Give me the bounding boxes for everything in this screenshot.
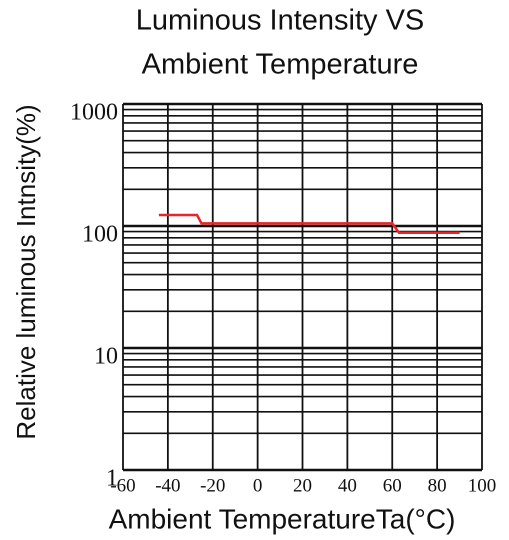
y-axis-label: Relative luminous Intnsity(%) <box>11 104 41 439</box>
x-tick-label: 20 <box>293 475 312 496</box>
x-tick-label: -20 <box>200 475 225 496</box>
x-tick-label: 80 <box>428 475 447 496</box>
chart-title: Ambient Temperature <box>142 49 419 81</box>
data-line <box>158 213 460 235</box>
x-tick-label: -60 <box>110 475 135 496</box>
x-tick-label: 60 <box>383 475 402 496</box>
y-tick-label: 1 <box>106 466 118 492</box>
y-tick-label: 10 <box>94 344 118 370</box>
x-axis-label: Ambient TemperatureTa(°C) <box>109 503 456 534</box>
x-tick-label: -40 <box>155 475 180 496</box>
y-tick-label: 1000 <box>70 100 118 126</box>
chart-title: Luminous Intensity VS <box>136 5 425 37</box>
x-tick-label: 40 <box>338 475 357 496</box>
x-tick-label: 0 <box>253 475 263 496</box>
x-tick-label: 100 <box>468 475 497 496</box>
y-tick-label: 100 <box>82 222 118 248</box>
